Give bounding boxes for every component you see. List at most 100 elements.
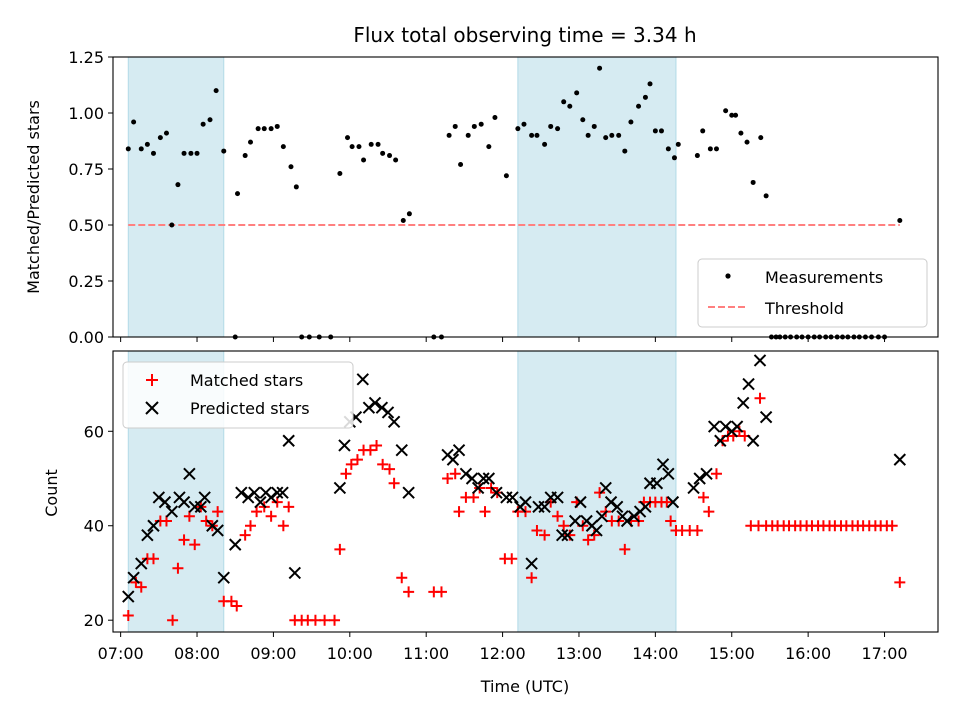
predicted-star-point	[707, 420, 721, 433]
predicted-star-point	[650, 477, 664, 490]
measurement-point	[144, 141, 150, 147]
bottom-legend-box	[122, 361, 354, 429]
bottom-ylabel: Count	[42, 469, 61, 517]
bottom-shaded-interval-2	[517, 350, 677, 633]
measurement-point	[248, 139, 253, 145]
predicted-star-point	[490, 486, 503, 499]
predicted-star-point	[477, 472, 490, 485]
matched-star-point	[474, 482, 486, 494]
matched-star-point	[212, 506, 224, 518]
predicted-star-point	[555, 528, 569, 542]
matched-star-point	[283, 501, 295, 513]
bottom-xtick-label: 08:00	[174, 644, 220, 663]
measurement-point	[521, 121, 527, 127]
predicted-star-point	[194, 500, 208, 514]
predicted-star-point	[177, 495, 191, 509]
top-legend-box	[697, 258, 928, 328]
predicted-star-point	[368, 396, 382, 410]
predicted-star-point	[568, 514, 582, 528]
matched-star-point	[122, 609, 134, 621]
measurement-point	[471, 123, 477, 129]
measurement-point	[175, 182, 181, 188]
predicted-star-point	[482, 472, 496, 485]
predicted-star-point	[276, 486, 289, 499]
bottom-ytick-label: 60	[84, 422, 104, 441]
measurement-point	[221, 148, 227, 154]
measurement-point	[274, 123, 280, 129]
measurement-point	[356, 144, 362, 150]
measurement-point	[622, 148, 628, 154]
measurement-point	[675, 141, 681, 147]
bottom-xtick-label: 13:00	[556, 644, 602, 663]
measurement-point	[288, 164, 294, 170]
matched-star-point	[377, 458, 389, 470]
matched-star-point	[147, 553, 159, 565]
predicted-star-point	[147, 519, 160, 532]
matched-star-point	[619, 543, 631, 555]
predicted-star-point	[271, 486, 284, 499]
matched-star-point	[172, 562, 184, 574]
predicted-star-point	[639, 500, 652, 514]
measurement-point	[609, 132, 615, 138]
measurement-point	[658, 128, 664, 134]
predicted-star-point	[333, 481, 347, 495]
predicted-star-point	[759, 410, 773, 424]
measurement-point	[580, 117, 586, 123]
bottom-ytick-label: 20	[84, 611, 104, 630]
measurement-point	[131, 119, 137, 125]
predicted-star-point	[122, 590, 135, 603]
measurement-point	[125, 146, 131, 152]
predicted-star-point	[183, 467, 196, 480]
matched-star-point	[691, 524, 703, 536]
bottom-xtick-label: 17:00	[861, 644, 907, 663]
measurement-point	[280, 144, 286, 150]
measurement-point	[163, 130, 169, 136]
measurement-point	[406, 211, 412, 217]
matched-star-point	[531, 524, 543, 536]
matched-star-point	[449, 468, 461, 480]
measurement-point	[345, 135, 351, 141]
matched-star-point	[319, 614, 331, 626]
predicted-star-point	[687, 481, 700, 495]
measurement-point	[529, 132, 535, 138]
measurement-point	[486, 144, 492, 150]
measurement-point	[368, 141, 374, 147]
measurement-point	[694, 153, 700, 159]
top-shaded-intervals	[127, 56, 677, 338]
legend-label-threshold: Threshold	[764, 299, 844, 318]
predicted-star-point	[141, 528, 154, 542]
matched-star-point	[239, 529, 251, 541]
measurement-point	[548, 123, 554, 129]
measurement-point	[671, 155, 677, 161]
predicted-star-point	[158, 495, 172, 509]
matched-star-point	[384, 463, 396, 475]
measurement-point	[723, 108, 729, 114]
bottom-xtick-label: 16:00	[785, 644, 831, 663]
matched-star-point	[435, 586, 447, 598]
predicted-star-point	[506, 491, 519, 504]
top-ytick-label: 0.00	[68, 328, 104, 347]
predicted-star-point	[551, 491, 564, 504]
measurement-point	[207, 117, 213, 123]
predicted-star-point	[229, 538, 242, 551]
measurement-point	[458, 162, 464, 168]
matched-star-point	[442, 473, 454, 485]
measurement-point	[555, 126, 561, 132]
top-y-axis: 0.00 0.25 0.50 0.75 1.00 1.25	[68, 48, 113, 347]
measurement-point	[235, 191, 241, 197]
measurement-point	[400, 218, 406, 224]
measurement-point	[380, 150, 386, 156]
predicted-star-point	[338, 439, 351, 452]
bottom-xtick-label: 11:00	[403, 644, 449, 663]
predicted-star-point	[356, 373, 369, 386]
measurement-point	[465, 132, 471, 138]
top-ytick-label: 1.25	[68, 48, 104, 67]
measurement-point	[150, 150, 156, 156]
matched-star-point	[479, 506, 491, 518]
measurement-point	[213, 88, 219, 94]
predicted-star-point	[574, 495, 587, 509]
predicted-star-point	[666, 495, 680, 509]
predicted-star-point	[590, 524, 603, 537]
matched-star-point	[506, 553, 518, 565]
measurement-point	[534, 132, 540, 138]
